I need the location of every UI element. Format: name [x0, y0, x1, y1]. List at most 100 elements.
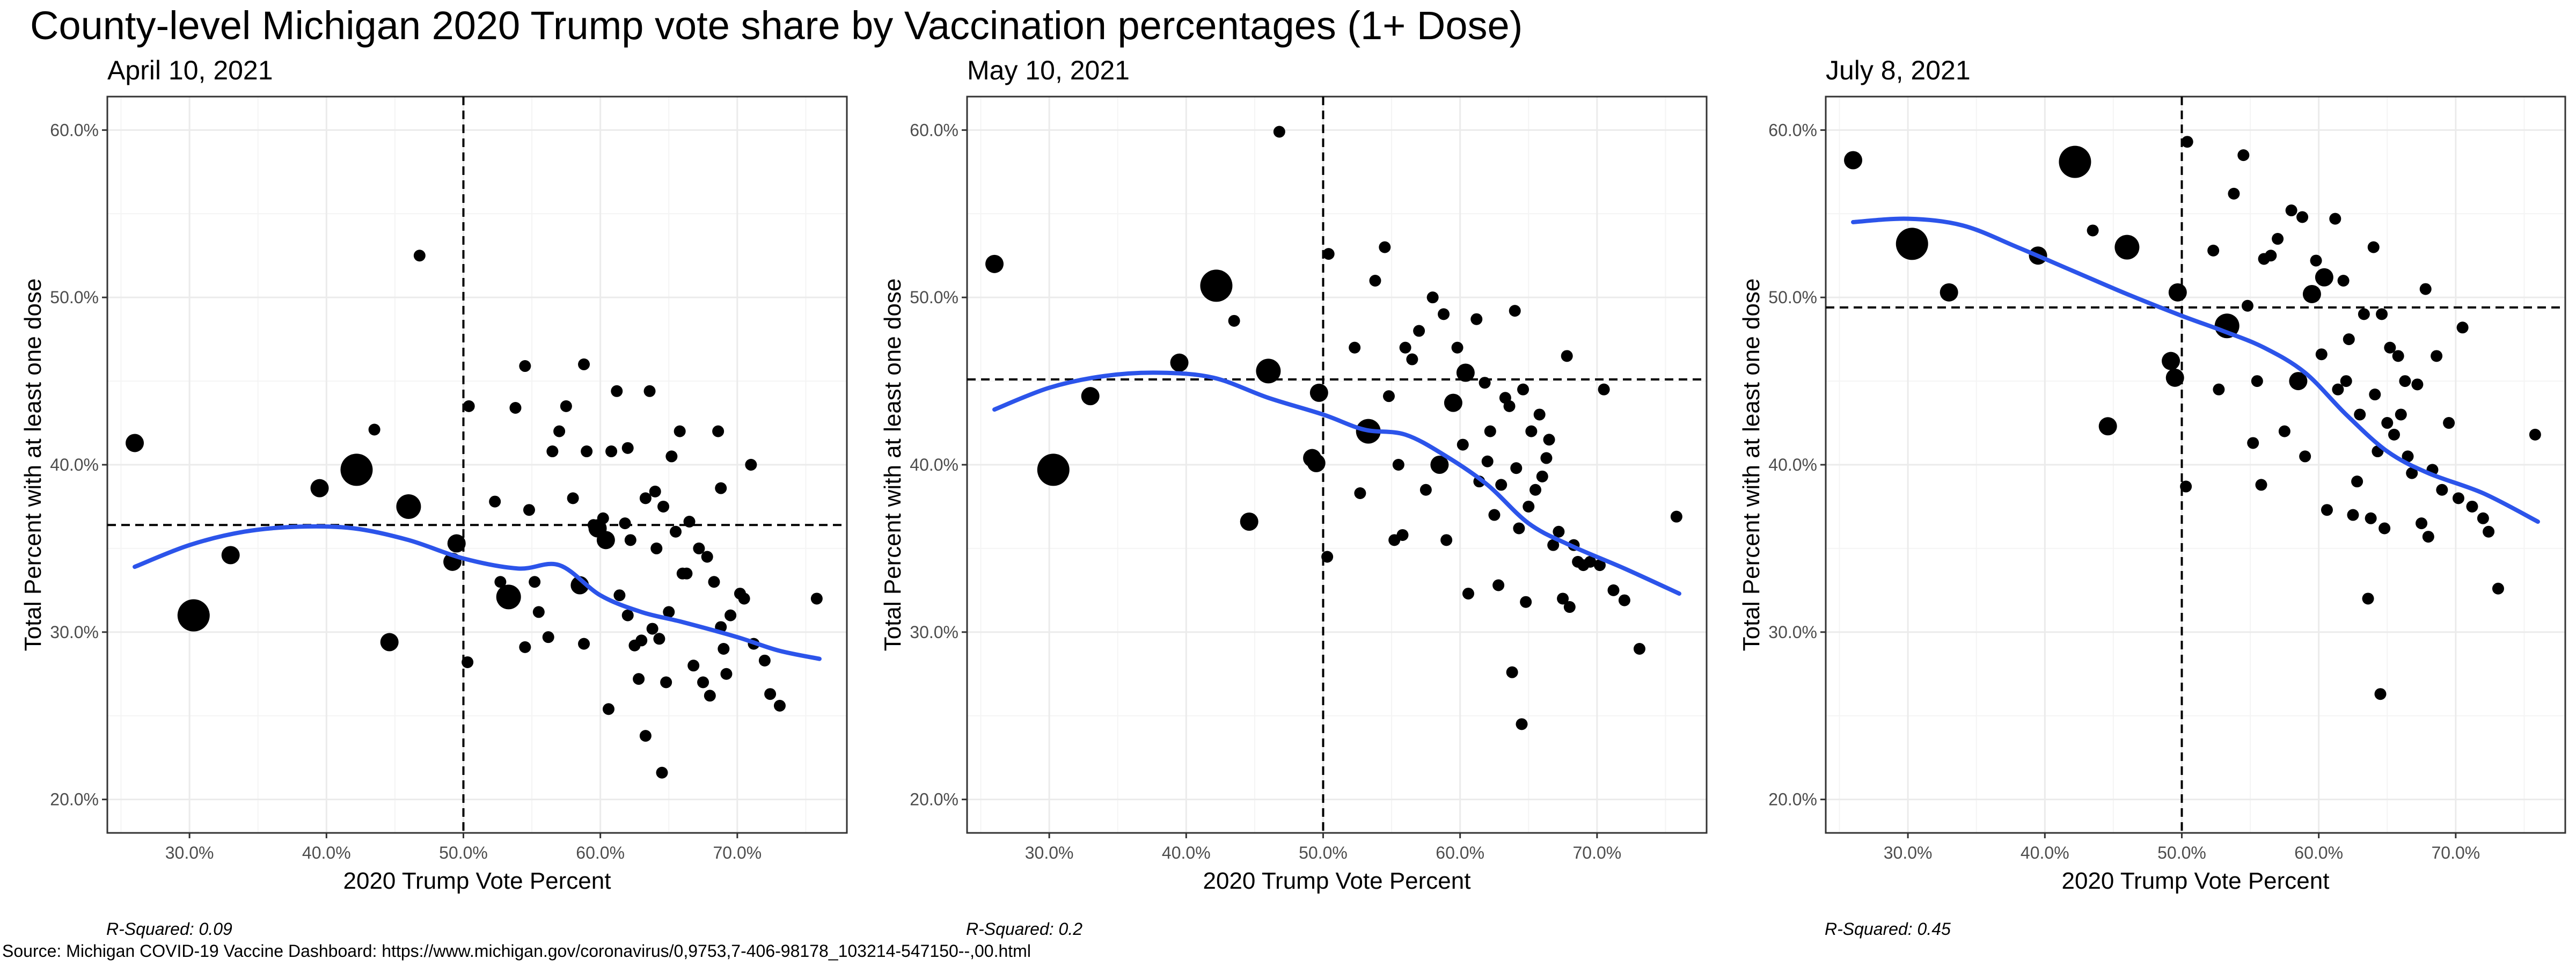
data-point: [1256, 358, 1281, 384]
data-point: [2114, 235, 2140, 260]
x-tick-label: 60.0%: [1436, 843, 1484, 862]
data-point: [687, 660, 700, 672]
data-point: [2347, 509, 2359, 521]
data-point: [2165, 368, 2184, 387]
data-point: [2436, 484, 2448, 496]
data-point: [2402, 450, 2414, 463]
data-point: [2529, 428, 2541, 441]
data-point: [1940, 283, 1958, 302]
data-point: [596, 531, 615, 550]
data-point: [2059, 145, 2091, 178]
data-point: [1529, 484, 1542, 496]
data-point: [635, 634, 648, 647]
data-point: [578, 638, 590, 650]
data-point: [674, 425, 686, 437]
data-point: [2315, 348, 2328, 361]
data-point: [1413, 325, 1425, 337]
data-point: [633, 673, 645, 685]
x-tick-label: 40.0%: [2021, 843, 2069, 862]
data-point: [2483, 525, 2495, 538]
data-point: [1670, 510, 1682, 523]
y-tick-label: 60.0%: [1768, 120, 1817, 140]
panel-1: 30.0% 40.0% 50.0% 60.0% 70.0% 20.0% 30.0% 40.0%…: [20, 55, 848, 939]
data-point: [2376, 308, 2388, 320]
data-point: [712, 425, 724, 437]
data-point: [621, 442, 634, 454]
data-point: [639, 492, 652, 504]
data-point: [646, 623, 658, 635]
data-point: [126, 434, 144, 452]
x-tick-label: 40.0%: [1162, 843, 1211, 862]
data-point: [2452, 492, 2464, 504]
panel-subtitle: July 8, 2021: [1826, 55, 1971, 85]
y-tick-label: 20.0%: [910, 790, 958, 809]
data-point: [2431, 350, 2443, 362]
data-point: [1523, 500, 1535, 513]
data-point: [1200, 269, 1233, 302]
x-tick-label: 60.0%: [2294, 843, 2343, 862]
data-point: [413, 250, 426, 262]
data-point: [2343, 333, 2355, 346]
data-point: [532, 606, 545, 618]
data-point: [1495, 479, 1507, 491]
data-point: [1309, 383, 1328, 402]
y-tick-label: 60.0%: [50, 120, 99, 140]
data-point: [560, 400, 572, 412]
data-point: [605, 445, 618, 458]
data-point: [701, 551, 713, 563]
source-note: Source: Michigan COVID-19 Vaccine Dashbo…: [2, 941, 1031, 961]
y-tick-label: 40.0%: [50, 455, 99, 474]
data-point: [340, 453, 373, 486]
data-point: [581, 445, 593, 458]
data-point: [546, 445, 559, 458]
data-point: [745, 459, 757, 471]
x-axis-label: 2020 Trump Vote Percent: [2062, 868, 2330, 894]
smooth-trend-line: [133, 524, 822, 661]
data-point: [621, 609, 634, 621]
data-point: [2329, 213, 2341, 225]
data-point: [2296, 211, 2309, 223]
data-point: [724, 609, 737, 621]
data-point: [665, 450, 678, 463]
data-point: [1607, 584, 1620, 596]
x-tick-label: 70.0%: [1572, 843, 1621, 862]
data-point: [567, 492, 579, 504]
data-point: [624, 534, 636, 546]
data-point: [619, 517, 631, 530]
x-tick-label: 50.0%: [439, 843, 488, 862]
data-point: [2213, 383, 2225, 396]
data-point: [2443, 417, 2455, 429]
data-point: [2422, 531, 2434, 543]
data-point: [2388, 428, 2401, 441]
data-point: [1598, 383, 1610, 396]
data-point: [2381, 417, 2394, 429]
data-point: [221, 546, 240, 565]
data-point: [718, 643, 730, 655]
y-axis-label: Total Percent with at least one dose: [880, 279, 906, 652]
panel-2: 30.0% 40.0% 50.0% 60.0% 70.0% 20.0% 30.0% 40.0%…: [880, 55, 1708, 939]
data-point: [758, 654, 771, 667]
y-tick-label: 50.0%: [910, 288, 958, 307]
data-point: [368, 423, 380, 436]
data-point: [1470, 313, 1483, 325]
data-point: [1273, 126, 1285, 138]
data-point: [1513, 522, 1525, 535]
data-point: [1228, 314, 1240, 327]
data-point: [2310, 254, 2322, 267]
data-point: [1503, 400, 1516, 412]
data-point: [2299, 450, 2311, 463]
data-point: [1540, 452, 1553, 464]
data-point: [578, 358, 590, 370]
data-point: [523, 504, 535, 516]
data-point: [519, 360, 531, 372]
r-squared-caption: R-Squared: 0.09: [106, 919, 232, 939]
data-point: [380, 633, 399, 652]
data-point: [1170, 353, 1189, 372]
data-point: [2374, 688, 2387, 700]
data-point: [2251, 375, 2263, 387]
data-point: [2406, 467, 2418, 479]
data-point: [1430, 456, 1449, 474]
data-point: [2278, 425, 2290, 437]
data-point: [1081, 387, 1100, 406]
data-point: [2392, 350, 2404, 362]
